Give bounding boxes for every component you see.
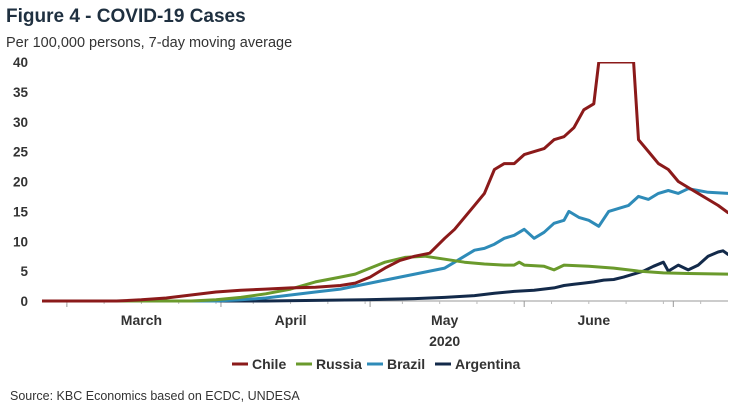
legend: Chile Russia Brazil Argentina <box>232 356 521 372</box>
y-tick-label: 35 <box>13 85 29 100</box>
series-line-argentina <box>42 249 728 303</box>
series-lines <box>42 62 728 303</box>
series-line-brazil <box>42 187 728 303</box>
x-axis: March April May June 2020 <box>42 300 728 349</box>
y-tick-label: 25 <box>13 145 29 160</box>
legend-label-argentina: Argentina <box>455 356 521 372</box>
y-tick-label: 15 <box>13 204 29 219</box>
y-axis: 0 5 10 15 20 25 30 35 40 <box>13 55 29 309</box>
chart-subtitle: Per 100,000 persons, 7-day moving averag… <box>6 35 293 51</box>
y-tick-label: 30 <box>13 115 28 130</box>
x-month-label: May <box>431 312 458 328</box>
y-tick-label: 0 <box>20 294 28 309</box>
legend-label-russia: Russia <box>316 356 362 372</box>
x-month-label: April <box>275 312 307 328</box>
series-line-chile <box>42 62 728 303</box>
chart-title: Figure 4 - COVID-19 Cases <box>6 6 246 27</box>
series-line-russia <box>42 254 728 303</box>
y-tick-label: 20 <box>13 175 28 190</box>
y-tick-label: 40 <box>13 55 28 70</box>
legend-label-brazil: Brazil <box>387 356 425 372</box>
x-month-label: June <box>577 312 610 328</box>
y-tick-label: 10 <box>13 234 28 249</box>
legend-label-chile: Chile <box>252 356 286 372</box>
x-month-label: March <box>121 312 162 328</box>
source-note: Source: KBC Economics based on ECDC, UND… <box>10 389 300 403</box>
x-axis-label: 2020 <box>429 333 460 349</box>
y-tick-label: 5 <box>20 264 28 279</box>
